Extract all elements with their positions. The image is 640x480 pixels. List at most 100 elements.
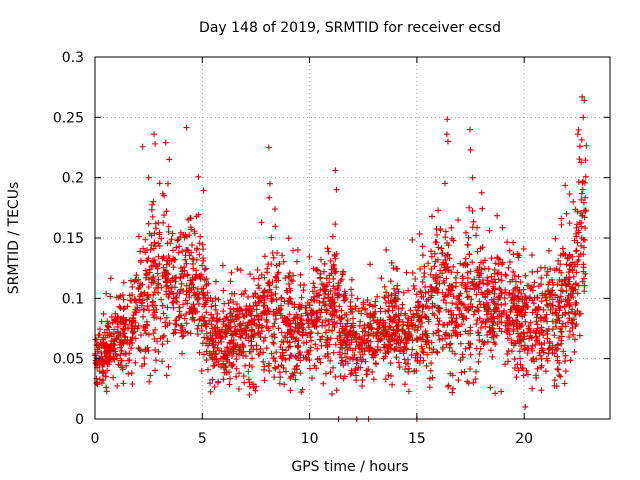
data-point bbox=[567, 357, 574, 364]
data-point bbox=[221, 353, 228, 360]
data-point bbox=[513, 302, 520, 309]
data-point bbox=[195, 173, 202, 180]
data-point bbox=[460, 275, 467, 282]
data-point bbox=[265, 308, 272, 315]
data-point bbox=[261, 366, 268, 373]
data-point bbox=[232, 330, 239, 337]
data-point bbox=[202, 265, 209, 272]
y-tick-label: 0 bbox=[75, 412, 84, 428]
data-point bbox=[383, 246, 390, 253]
data-point bbox=[518, 290, 525, 297]
data-point bbox=[321, 260, 328, 267]
data-point bbox=[165, 223, 172, 230]
data-point bbox=[538, 355, 545, 362]
data-point bbox=[465, 330, 472, 337]
data-point bbox=[177, 275, 184, 282]
data-point bbox=[426, 384, 433, 391]
data-point bbox=[280, 258, 287, 265]
data-point bbox=[293, 366, 300, 373]
data-point bbox=[170, 304, 177, 311]
data-point bbox=[402, 345, 409, 352]
data-point bbox=[429, 374, 436, 381]
data-point bbox=[403, 269, 410, 276]
data-point bbox=[152, 326, 159, 333]
data-point bbox=[458, 369, 465, 376]
data-point bbox=[395, 305, 402, 312]
data-point bbox=[442, 228, 449, 235]
data-point bbox=[520, 304, 527, 311]
data-point bbox=[310, 319, 317, 326]
data-point bbox=[414, 327, 421, 334]
data-point bbox=[576, 332, 583, 339]
data-point bbox=[292, 324, 299, 331]
data-point bbox=[231, 318, 238, 325]
data-point bbox=[510, 326, 517, 333]
data-point bbox=[299, 332, 306, 339]
data-point bbox=[276, 369, 283, 376]
data-point bbox=[196, 272, 203, 279]
data-point bbox=[580, 236, 587, 243]
data-point bbox=[515, 273, 522, 280]
data-point bbox=[529, 252, 536, 259]
data-point bbox=[208, 303, 215, 310]
data-point bbox=[279, 355, 286, 362]
data-point bbox=[327, 357, 334, 364]
data-point bbox=[156, 180, 163, 187]
data-point bbox=[453, 329, 460, 336]
data-point bbox=[488, 296, 495, 303]
data-point bbox=[325, 248, 332, 255]
data-point bbox=[554, 281, 561, 288]
data-point bbox=[441, 321, 448, 328]
data-point bbox=[132, 277, 139, 284]
data-point bbox=[405, 388, 412, 395]
data-point bbox=[190, 265, 197, 272]
data-point bbox=[164, 180, 171, 187]
data-point bbox=[370, 311, 377, 318]
data-point bbox=[274, 271, 281, 278]
data-point bbox=[120, 380, 127, 387]
data-point bbox=[292, 376, 299, 383]
data-point bbox=[152, 140, 159, 147]
data-point bbox=[449, 385, 456, 392]
data-point bbox=[529, 342, 536, 349]
data-point bbox=[365, 330, 372, 337]
data-point bbox=[559, 320, 566, 327]
data-point bbox=[498, 328, 505, 335]
data-point bbox=[508, 297, 515, 304]
data-point bbox=[492, 341, 499, 348]
data-point bbox=[341, 326, 348, 333]
data-point bbox=[484, 281, 491, 288]
data-point bbox=[412, 275, 419, 282]
data-point bbox=[176, 304, 183, 311]
data-point bbox=[226, 381, 233, 388]
data-point bbox=[527, 319, 534, 326]
data-point bbox=[149, 201, 156, 208]
data-point bbox=[380, 331, 387, 338]
data-point bbox=[165, 271, 172, 278]
data-point bbox=[116, 303, 123, 310]
data-point bbox=[285, 297, 292, 304]
data-point bbox=[144, 292, 151, 299]
data-point bbox=[113, 352, 120, 359]
data-point bbox=[570, 316, 577, 323]
data-point bbox=[534, 311, 541, 318]
data-point bbox=[580, 114, 587, 121]
data-point bbox=[411, 285, 418, 292]
data-point bbox=[551, 377, 558, 384]
data-point bbox=[242, 287, 249, 294]
data-point bbox=[575, 282, 582, 289]
data-point bbox=[255, 313, 262, 320]
data-point bbox=[421, 273, 428, 280]
data-point bbox=[194, 325, 201, 332]
data-point bbox=[443, 341, 450, 348]
data-point bbox=[465, 306, 472, 313]
data-point bbox=[355, 343, 362, 350]
data-point bbox=[355, 364, 362, 371]
data-point bbox=[449, 389, 456, 396]
data-point bbox=[529, 287, 536, 294]
data-point bbox=[124, 339, 131, 346]
data-point bbox=[128, 370, 135, 377]
data-point bbox=[570, 331, 577, 338]
data-point bbox=[441, 293, 448, 300]
data-point bbox=[419, 308, 426, 315]
